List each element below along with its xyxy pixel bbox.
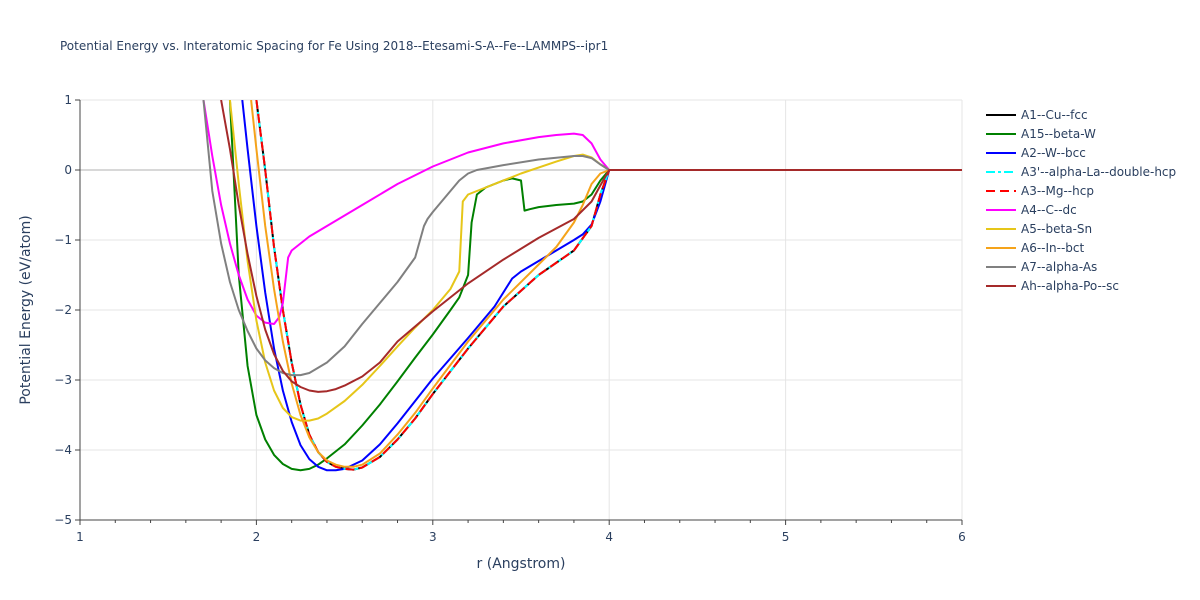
legend-item[interactable]: A6--In--bct: [986, 241, 1085, 255]
legend-label: A5--beta-Sn: [1021, 222, 1092, 236]
legend-label: A2--W--bcc: [1021, 146, 1086, 160]
chart-title: Potential Energy vs. Interatomic Spacing…: [60, 39, 608, 53]
legend-item[interactable]: A5--beta-Sn: [986, 222, 1092, 236]
y-tick-label: −1: [54, 233, 72, 247]
plot-area: [202, 100, 962, 472]
y-axis-title: Potential Energy (eV/atom): [18, 215, 34, 404]
legend-item[interactable]: A15--beta-W: [986, 127, 1096, 141]
legend-item[interactable]: A2--W--bcc: [986, 146, 1086, 160]
y-tick-label: −3: [54, 373, 72, 387]
x-tick-label: 4: [605, 530, 613, 544]
x-tick-label: 2: [253, 530, 261, 544]
legend-item[interactable]: A7--alpha-As: [986, 260, 1097, 274]
legend-label: A6--In--bct: [1021, 241, 1085, 255]
legend[interactable]: A1--Cu--fcc A15--beta-W A2--W--bcc A3'--alp…: [986, 108, 1176, 293]
legend-item[interactable]: A1--Cu--fcc: [986, 108, 1088, 122]
series-line: [202, 100, 962, 377]
legend-item[interactable]: A3'--alpha-La--double-hcp: [986, 165, 1176, 179]
axes: 1 2 3 4 5 6 1 0 −1 −2 −3 −4 −5: [54, 93, 966, 544]
x-tick-label: 5: [782, 530, 790, 544]
legend-item[interactable]: Ah--alpha-Po--sc: [986, 279, 1119, 293]
y-tick-label: −5: [54, 513, 72, 527]
legend-label: A4--C--dc: [1021, 203, 1077, 217]
series-line: [250, 100, 962, 468]
x-tick-label: 3: [429, 530, 437, 544]
legend-label: A3--Mg--hcp: [1021, 184, 1094, 198]
legend-label: A1--Cu--fcc: [1021, 108, 1088, 122]
legend-label: Ah--alpha-Po--sc: [1021, 279, 1119, 293]
y-tick-label: −2: [54, 303, 72, 317]
series-line: [241, 100, 962, 472]
legend-label: A15--beta-W: [1021, 127, 1096, 141]
x-tick-label: 6: [958, 530, 966, 544]
y-tick-label: 0: [64, 163, 72, 177]
y-tick-label: 1: [64, 93, 72, 107]
legend-label: A3'--alpha-La--double-hcp: [1021, 165, 1176, 179]
y-tick-label: −4: [54, 443, 72, 457]
x-tick-label: 1: [76, 530, 84, 544]
series-line: [202, 100, 962, 325]
legend-item[interactable]: A4--C--dc: [986, 203, 1077, 217]
series-line: [220, 100, 962, 393]
x-axis-title: r (Angstrom): [477, 556, 566, 572]
legend-item[interactable]: A3--Mg--hcp: [986, 184, 1094, 198]
legend-label: A7--alpha-As: [1021, 260, 1097, 274]
